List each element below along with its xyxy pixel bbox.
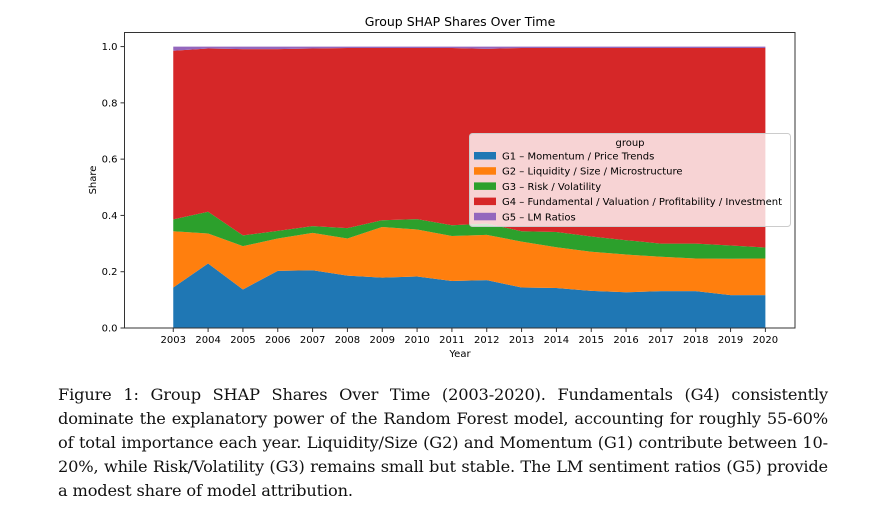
x-axis: 2003 2004 2005 2006 2007 2008 2009 2010 2011 2012…	[161, 328, 778, 346]
x-tick-label: 2012	[474, 335, 499, 346]
chart-title: Group SHAP Shares Over Time	[365, 14, 556, 29]
x-tick-label: 2004	[195, 335, 220, 346]
legend-label-g3: G3 – Risk / Volatility	[502, 182, 601, 193]
legend-swatch-g4	[474, 197, 496, 206]
y-tick-label: 0.2	[102, 267, 118, 278]
x-tick-label: 2003	[161, 335, 186, 346]
x-tick-label: 2019	[718, 335, 743, 346]
y-tick-label: 0.8	[102, 98, 118, 109]
y-tick-label: 0.4	[102, 211, 118, 222]
legend-swatch-g3	[474, 182, 496, 190]
x-axis-label: Year	[448, 349, 471, 360]
stacked-area-chart: Group SHAP Shares Over Time 0.0 0.2 0.4 0.6…	[88, 14, 796, 360]
x-tick-label: 2020	[753, 335, 778, 346]
area-series-g1	[173, 263, 766, 328]
figure-caption: Figure 1: Group SHAP Shares Over Time (2…	[58, 385, 828, 500]
x-tick-label: 2009	[370, 335, 395, 346]
x-tick-label: 2006	[265, 335, 290, 346]
x-tick-label: 2013	[509, 335, 534, 346]
legend-label-g1: G1 – Momentum / Price Trends	[502, 152, 654, 163]
y-axis-label: Share	[88, 166, 99, 195]
x-tick-label: 2015	[579, 335, 604, 346]
legend-swatch-g5	[474, 212, 496, 221]
x-tick-label: 2016	[613, 335, 638, 346]
x-tick-label: 2007	[300, 335, 325, 346]
chart-legend: group G1 – Momentum / Price Trends G2 – L…	[469, 133, 791, 227]
y-tick-label: 0.0	[102, 324, 118, 335]
x-tick-label: 2011	[439, 335, 464, 346]
legend-box	[469, 133, 791, 227]
y-tick-label: 1.0	[102, 42, 118, 53]
legend-label-g5: G5 – LM Ratios	[502, 212, 576, 223]
plot-frame	[124, 32, 796, 329]
legend-title: group	[615, 138, 644, 149]
x-tick-label: 2008	[335, 335, 360, 346]
area-series-g5	[173, 46, 766, 51]
area-series-g3	[173, 211, 766, 259]
x-tick-label: 2010	[404, 335, 429, 346]
legend-swatch-g2	[474, 167, 496, 175]
y-axis: 0.0 0.2 0.4 0.6 0.8 1.0	[102, 42, 125, 335]
x-tick-label: 2017	[648, 335, 673, 346]
legend-swatch-g1	[474, 152, 496, 160]
x-tick-label: 2018	[683, 335, 708, 346]
legend-label-g2: G2 – Liquidity / Size / Microstructure	[502, 167, 683, 178]
x-tick-label: 2005	[230, 335, 255, 346]
legend-label-g4: G4 – Fundamental / Valuation / Profitabi…	[502, 197, 782, 208]
area-series-g2	[173, 226, 766, 296]
y-tick-label: 0.6	[102, 155, 118, 166]
x-tick-label: 2014	[544, 335, 569, 346]
